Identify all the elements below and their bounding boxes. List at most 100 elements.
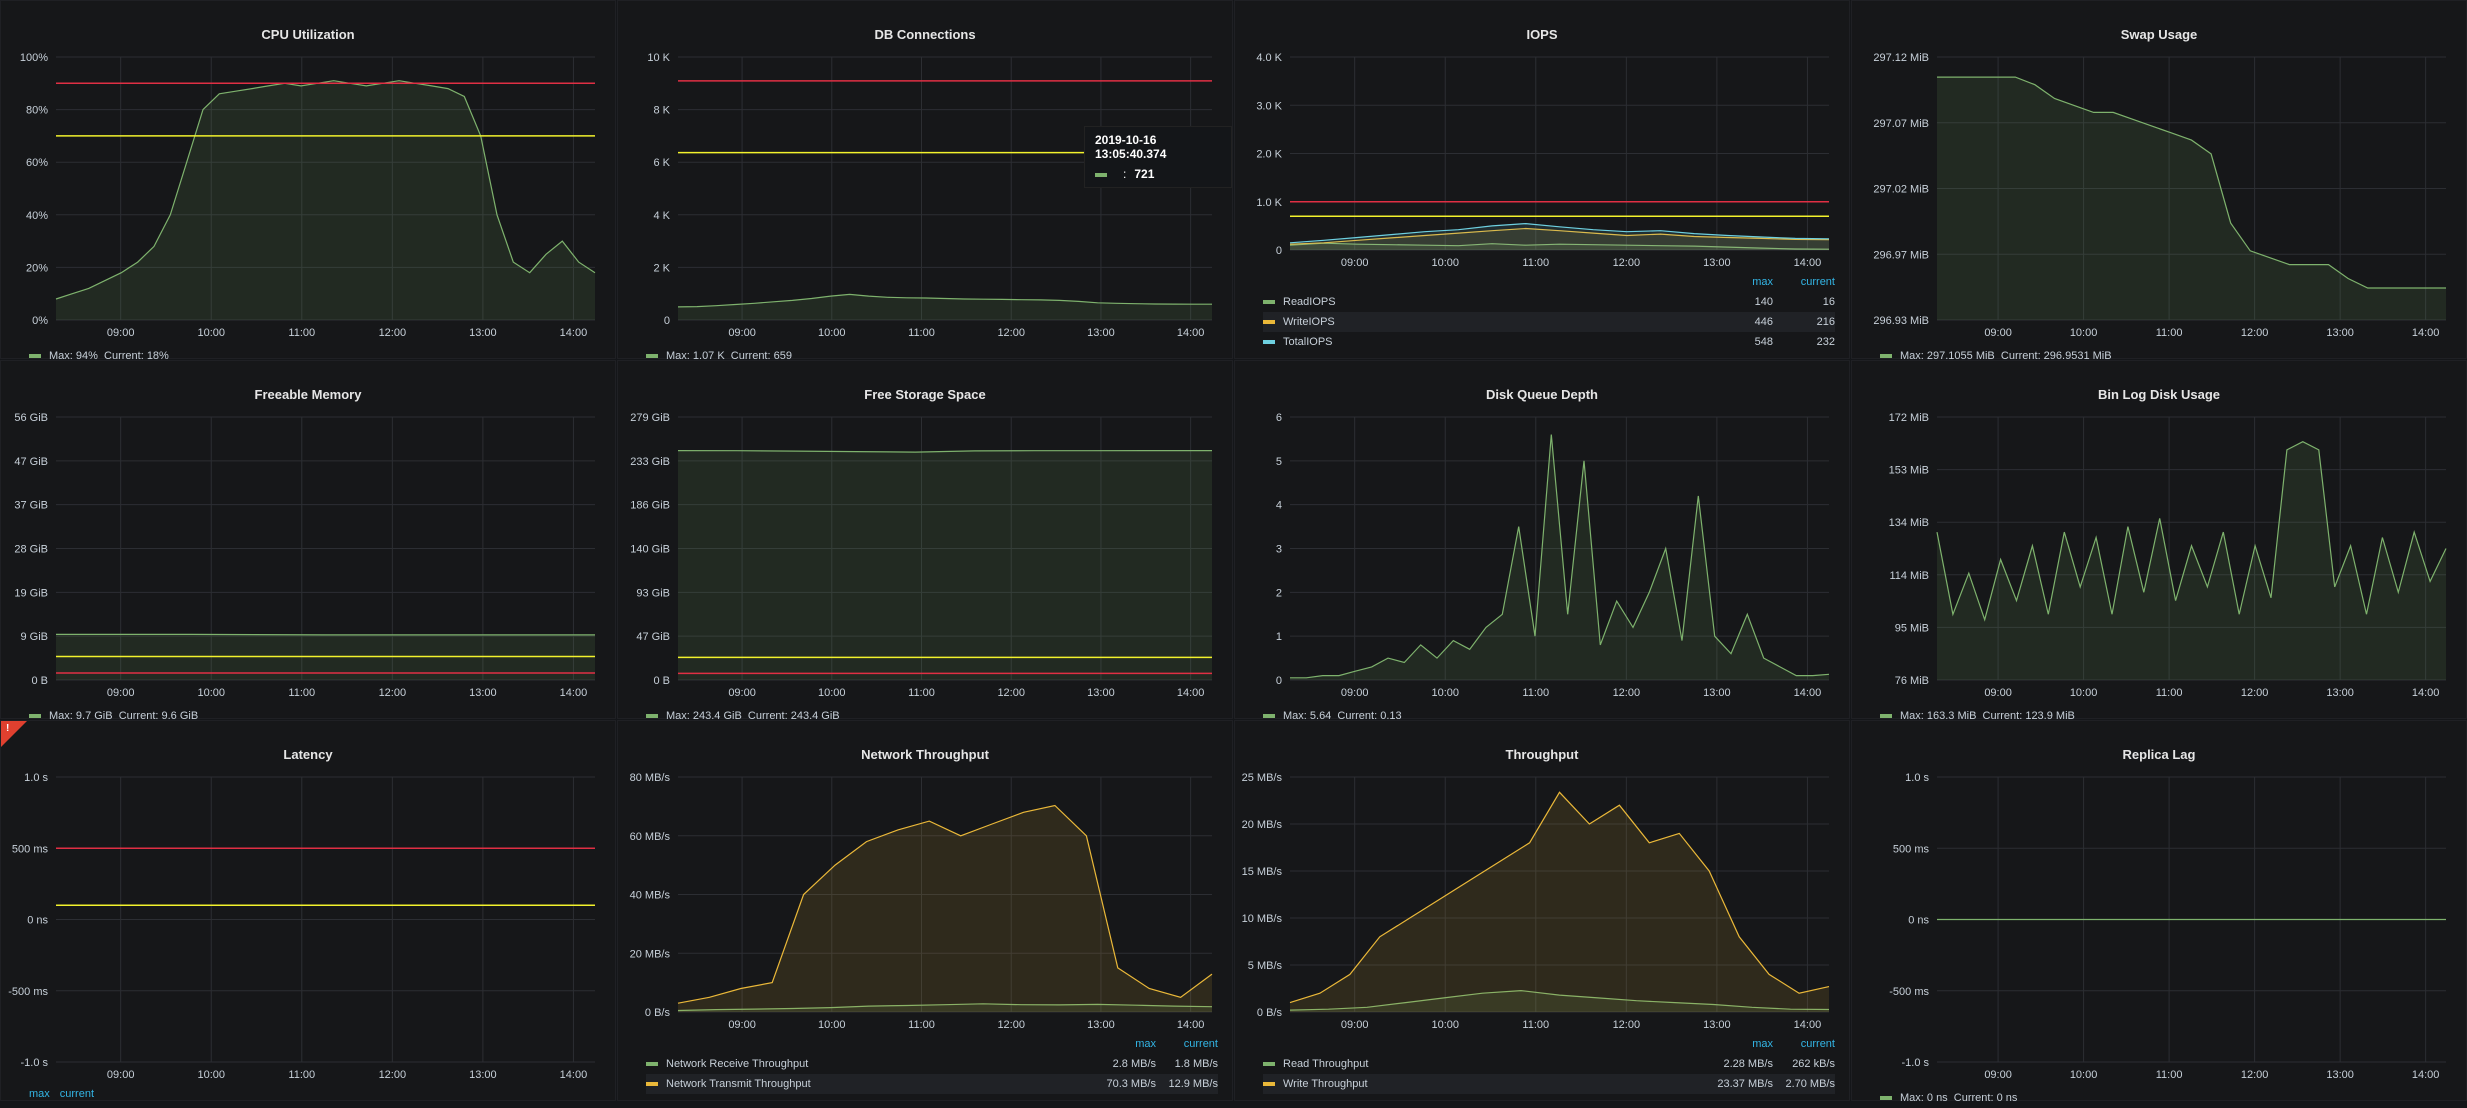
chart-replica[interactable]: 1.0 s 500 ms 0 ns -500 ms -1.0 s 09:00 10:00 11… [1852,721,2467,1102]
series-line[interactable] [677,293,1212,308]
chart-tput[interactable]: 25 MB/s 20 MB/s 15 MB/s 10 MB/s 5 MB/s 0 B/s 0… [1235,721,1851,1102]
x-tick-label: 13:00 [2326,1069,2354,1081]
series-line[interactable] [1289,242,1830,250]
y-tick-label: 76 MiB [1895,675,1929,687]
panel-cpu[interactable]: CPU Utilization 100% 80% 60% 40% 20% 0% 09:00 10… [0,0,617,362]
x-tick-label: 10:00 [1431,1019,1459,1031]
legend-current-value: 16 [1822,296,1835,308]
series-line[interactable] [1289,222,1830,244]
legend-col-current[interactable]: current [59,1088,95,1100]
panel-title[interactable]: Network Throughput [861,747,989,762]
panel-iops[interactable]: IOPS 4.0 K 3.0 K 2.0 K 1.0 K 0 09:00 10:00 11:00… [1234,0,1850,359]
panel-title[interactable]: Latency [283,747,333,762]
series-line[interactable] [1937,76,2446,289]
legend-col-max[interactable]: max [29,1088,50,1100]
panel-freemem[interactable]: Freeable Memory 56 GiB 47 GiB 37 GiB 28 GiB 1… [0,360,617,722]
series-line[interactable] [1289,227,1830,245]
x-tick-label: 13:00 [1087,1019,1115,1031]
x-tick-label: 09:00 [107,327,135,339]
panel-latency[interactable]: ! Latency 1.0 s 500 ms 0 ns -500 ms -1.0 s 09:0… [0,720,616,1101]
y-tick-label: 0 B/s [1257,1007,1283,1019]
legend-item[interactable]: Max: 9.7 GiB Current: 9.6 GiB [29,706,601,726]
panel-title[interactable]: Disk Queue Depth [1486,387,1598,402]
y-tick-label: 233 GiB [630,456,670,468]
panel-diskq[interactable]: Disk Queue Depth 6 5 4 3 2 1 0 09:00 10:00 11:00 12… [1234,360,1851,722]
series-line[interactable] [1290,434,1830,679]
series-line[interactable] [1289,791,1830,1004]
chart-latency[interactable]: 1.0 s 500 ms 0 ns -500 ms -1.0 s 09:00 10:00 11… [1,721,617,1102]
panel-title[interactable]: Throughput [1505,747,1579,762]
panel-title[interactable]: Free Storage Space [864,387,986,402]
panel-binlog[interactable]: Bin Log Disk Usage 172 MiB 153 MiB 134 MiB 1… [1851,360,2467,722]
panel-replica[interactable]: Replica Lag 1.0 s 500 ms 0 ns -500 ms -1.0 s 0… [1851,720,2467,1104]
legend-item[interactable]: Max: 297.1055 MiB Current: 296.9531 MiB [1880,346,2452,366]
y-tick-label: 10 MB/s [1242,913,1283,925]
chart-freemem[interactable]: 56 GiB 47 GiB 37 GiB 28 GiB 19 GiB 9 GiB 0 B 09… [1,361,617,720]
legend-col-current[interactable]: current [1800,1038,1835,1050]
legend-item[interactable]: Read Throughput 2.28 MB/s 262 kB/s [1263,1054,1835,1074]
chart-iops[interactable]: 4.0 K 3.0 K 2.0 K 1.0 K 0 09:00 10:00 11:00 12:0… [1235,1,1851,360]
legend-col-max[interactable]: max [1752,276,1773,288]
legend-series-name: Network Transmit Throughput [666,1078,811,1090]
chart-storage[interactable]: 279 GiB 233 GiB 186 GiB 140 GiB 93 GiB 47 GiB… [618,361,1234,720]
panel-storage[interactable]: Free Storage Space 279 GiB 233 GiB 186 GiB 1… [617,360,1234,722]
y-tick-label: -500 ms [8,986,48,998]
legend-item[interactable]: Network Receive Throughput 2.8 MB/s 1.8 MB… [646,1054,1218,1074]
alert-state-icon[interactable] [1,721,27,747]
legend-item[interactable]: Max: 0 ns Current: 0 ns [1880,1088,2452,1108]
y-tick-label: 37 GiB [14,500,48,512]
legend-item[interactable]: Max: 5.64 Current: 0.13 [1263,706,1835,726]
chart-net[interactable]: 80 MB/s 60 MB/s 40 MB/s 20 MB/s 0 B/s 09:00 10… [618,721,1234,1102]
x-tick-label: 09:00 [1341,1019,1369,1031]
panel-title[interactable]: Freeable Memory [254,387,362,402]
series-line[interactable] [55,80,596,300]
y-tick-label: 500 ms [12,843,49,855]
legend-series-name: ReadIOPS [1283,296,1336,308]
legend-item[interactable]: ReadIOPS 140 16 [1263,292,1835,312]
legend-max-value: 140 [1754,296,1773,308]
panel-tput[interactable]: Throughput 25 MB/s 20 MB/s 15 MB/s 10 MB/s 5 … [1234,720,1850,1101]
series-line[interactable] [1936,441,2447,622]
legend-item[interactable]: TotalIOPS 548 232 [1263,332,1835,352]
y-tick-label: 297.02 MiB [1873,184,1929,196]
y-tick-label: 0 [1276,675,1282,687]
chart-swap[interactable]: 297.12 MiB 297.07 MiB 297.02 MiB 296.97 MiB… [1852,1,2467,360]
panel-title[interactable]: Swap Usage [2120,27,2198,42]
legend-item[interactable]: Max: 94% Current: 18% [29,346,601,366]
x-tick-label: 12:00 [997,687,1025,699]
legend-col-max[interactable]: max [1135,1038,1156,1050]
panel-title[interactable]: IOPS [1526,27,1558,42]
panel-title[interactable]: Replica Lag [2122,747,2196,762]
series-line[interactable] [1289,989,1830,1011]
legend-col-current[interactable]: current [1183,1038,1218,1050]
legend-item[interactable]: Max: 243.4 GiB Current: 243.4 GiB [646,706,1218,726]
panel-swap[interactable]: Swap Usage 297.12 MiB 297.07 MiB 297.02 MiB… [1851,0,2467,362]
chart-binlog[interactable]: 172 MiB 153 MiB 134 MiB 114 MiB 95 MiB 76 MiB… [1852,361,2467,720]
x-tick-label: 12:00 [997,327,1025,339]
x-tick-label: 14:00 [2412,1069,2440,1081]
series-line[interactable] [677,450,1212,453]
legend-item[interactable]: Max: 1.07 K Current: 659 [646,346,1218,366]
y-tick-label: 20% [26,262,48,274]
panel-title[interactable]: DB Connections [874,27,976,42]
y-tick-label: 10 K [647,52,670,64]
legend-item[interactable]: Network Transmit Throughput 70.3 MB/s 12.9… [646,1074,1218,1094]
panel-title[interactable]: Bin Log Disk Usage [2097,387,2221,402]
legend-item[interactable]: Write Throughput 23.37 MB/s 2.70 MB/s [1263,1074,1835,1094]
legend-item[interactable]: WriteIOPS 446 216 [1263,312,1835,332]
legend-col-current[interactable]: current [1800,276,1835,288]
panel-net[interactable]: Network Throughput 80 MB/s 60 MB/s 40 MB/s 2… [617,720,1233,1101]
series-line[interactable] [56,633,595,636]
series-line[interactable] [677,804,1213,1004]
panel-title[interactable]: CPU Utilization [261,27,355,42]
legend-item[interactable]: Max: 163.3 MiB Current: 123.9 MiB [1880,706,2452,726]
series-swatch [1880,1096,1892,1100]
panel-legend: Max: 1.07 K Current: 659 [646,346,1218,366]
y-tick-label: 0 [664,315,670,327]
y-tick-label: 296.97 MiB [1873,249,1929,261]
chart-diskq[interactable]: 6 5 4 3 2 1 0 09:00 10:00 11:00 12:00 13:00 14:00 [1235,361,1851,720]
series-line[interactable] [677,1003,1213,1012]
chart-cpu[interactable]: 100% 80% 60% 40% 20% 0% 09:00 10:00 11:00 12:00 13… [1,1,617,360]
panel-db[interactable]: DB Connections 10 K 8 K 6 K 4 K 2 K 0 09:00 10:0… [617,0,1233,362]
legend-col-max[interactable]: max [1752,1038,1773,1050]
